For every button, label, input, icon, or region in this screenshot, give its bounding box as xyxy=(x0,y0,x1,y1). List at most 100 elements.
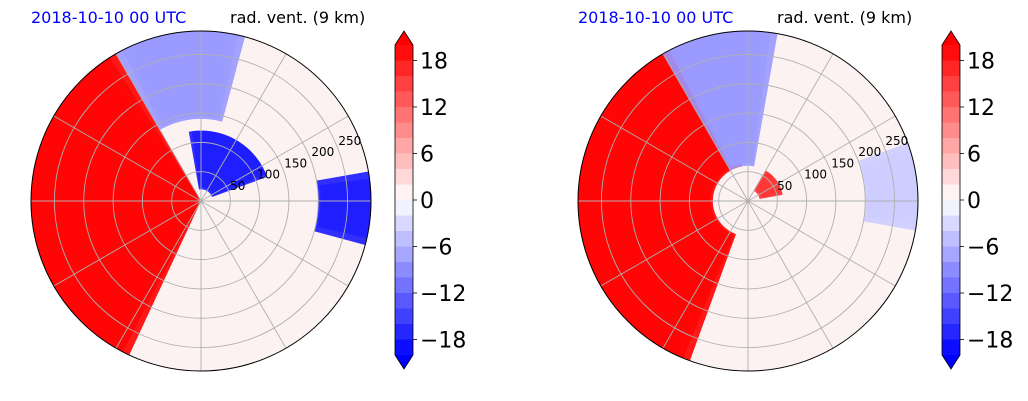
colorbar-segment xyxy=(942,324,960,340)
colorbar-segment xyxy=(942,215,960,231)
colorbar-segment xyxy=(942,231,960,247)
azimuth-gridline xyxy=(200,200,349,287)
azimuth-gridline xyxy=(747,53,834,202)
colorbar-segment xyxy=(942,153,960,169)
azimuth-gridline xyxy=(747,200,834,349)
azimuth-gridline xyxy=(200,115,349,202)
azimuth-gridline xyxy=(747,200,896,287)
radial-tick-label: 150 xyxy=(284,156,307,170)
colorbar-segment xyxy=(395,184,413,200)
colorbar-segment xyxy=(942,45,960,61)
colorbar-segment xyxy=(942,76,960,92)
colorbar-tick-label: −18 xyxy=(967,329,1013,354)
radial-tick-label: 100 xyxy=(804,168,827,182)
colorbar-tick-label: 12 xyxy=(967,96,995,121)
colorbar-tick-label: −12 xyxy=(967,282,1013,307)
radial-tick-label: 200 xyxy=(858,145,881,159)
colorbar-segment xyxy=(395,246,413,262)
colorbar-tick-label: 6 xyxy=(420,143,434,168)
colorbar-segment xyxy=(395,215,413,231)
colorbar-tick-label: 18 xyxy=(420,50,448,75)
colorbar-segment xyxy=(395,262,413,278)
colorbar-segment xyxy=(395,308,413,324)
velocity-region-3 xyxy=(314,171,371,245)
colorbar-segment xyxy=(942,169,960,185)
colorbar-segment xyxy=(942,246,960,262)
colorbar-segment xyxy=(942,60,960,76)
colorbar-segment xyxy=(942,308,960,324)
velocity-field xyxy=(578,31,918,371)
colorbar-segment xyxy=(395,200,413,216)
colorbar-tick-label: 18 xyxy=(967,50,995,75)
radial-tick-label: 250 xyxy=(885,134,908,148)
panel-2-date-title: 2018-10-10 00 UTC xyxy=(578,8,734,27)
colorbar-tick-label: −6 xyxy=(420,236,452,261)
colorbar-segment xyxy=(395,324,413,340)
colorbar-segment xyxy=(395,122,413,138)
colorbar-outline xyxy=(941,30,961,370)
azimuth-gridline xyxy=(115,200,202,349)
plot-outline xyxy=(30,30,372,372)
colorbar-tick-label: −6 xyxy=(967,236,999,261)
colorbar-segment xyxy=(942,107,960,123)
colorbar-segment xyxy=(942,293,960,309)
colorbar-outline xyxy=(394,30,414,370)
panel-2-variable-title: rad. vent. (9 km) xyxy=(777,8,913,27)
panel-1-date-title: 2018-10-10 00 UTC xyxy=(31,8,187,27)
colorbar-segment xyxy=(942,184,960,200)
azimuth-gridline xyxy=(53,200,202,287)
velocity-region-2 xyxy=(116,31,245,130)
colorbar-segment xyxy=(395,138,413,154)
velocity-region-1 xyxy=(753,170,783,199)
colorbar-segment xyxy=(395,169,413,185)
polar-plot-2: 50 100 150 200 250 18 12 6 0 −6 −12 −18 xyxy=(577,30,1013,372)
plot-outline xyxy=(577,30,919,372)
azimuth-gridline xyxy=(662,53,749,202)
colorbar-tick-label: −18 xyxy=(420,329,466,354)
colorbar-tick-label: 12 xyxy=(420,96,448,121)
colorbar-segment xyxy=(395,231,413,247)
azimuth-gridline xyxy=(200,200,287,349)
colorbar-extend-min xyxy=(942,355,960,369)
colorbar-segment xyxy=(942,122,960,138)
colorbar-segment xyxy=(942,339,960,355)
azimuth-gridline xyxy=(600,115,749,202)
colorbar-extend-max xyxy=(942,31,960,45)
colorbar-segment xyxy=(395,45,413,61)
colorbar-extend-min xyxy=(395,355,413,369)
azimuth-gridline xyxy=(115,53,202,202)
colorbar-tick-label: 6 xyxy=(967,143,981,168)
colorbar-segment xyxy=(395,153,413,169)
colorbar-segment xyxy=(942,262,960,278)
azimuth-gridline xyxy=(600,200,749,287)
azimuth-gridline xyxy=(662,200,749,349)
polar-plot-1: 50 100 150 200 250 18 12 6 0 −6 −12 −18 xyxy=(30,30,466,372)
colorbar-segment xyxy=(942,91,960,107)
azimuth-gridline xyxy=(200,53,287,202)
colorbar-segment xyxy=(395,277,413,293)
radial-tick-label: 50 xyxy=(777,179,792,193)
colorbar-segment xyxy=(395,60,413,76)
colorbar-segment xyxy=(395,339,413,355)
colorbar-tick-label: 0 xyxy=(420,189,434,214)
colorbar-segment xyxy=(942,277,960,293)
colorbar-segment xyxy=(395,293,413,309)
radial-tick-label: 150 xyxy=(831,156,854,170)
velocity-region-3 xyxy=(858,142,918,231)
colorbar-segment xyxy=(395,91,413,107)
colorbar-tick-label: 0 xyxy=(967,189,981,214)
velocity-region-1 xyxy=(188,130,268,197)
panel-1-variable-title: rad. vent. (9 km) xyxy=(230,8,366,27)
radial-tick-label: 100 xyxy=(257,168,280,182)
velocity-field xyxy=(31,31,371,371)
azimuth-gridline xyxy=(747,115,896,202)
colorbar-segment xyxy=(395,76,413,92)
colorbar-extend-max xyxy=(395,31,413,45)
polar-panel-1: 50 100 150 200 250 18 12 6 0 −6 −12 −18 2018-10-10 … xyxy=(30,8,466,372)
azimuth-gridline xyxy=(53,115,202,202)
radial-tick-label: 200 xyxy=(311,145,334,159)
colorbar-segment xyxy=(942,200,960,216)
radial-tick-label: 250 xyxy=(338,134,361,148)
colorbar-segment xyxy=(395,107,413,123)
colorbar-tick-label: −12 xyxy=(420,282,466,307)
